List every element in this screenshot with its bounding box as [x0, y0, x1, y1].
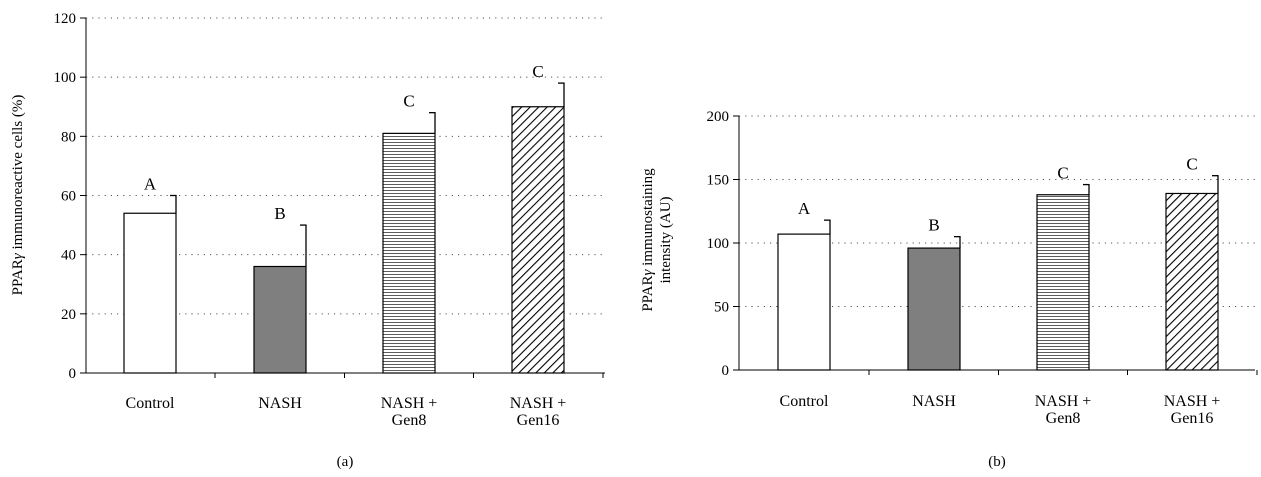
y-tick-label: 0: [722, 363, 730, 379]
y-axis-label-part: γ: [10, 252, 26, 259]
significance-label: C: [403, 92, 414, 111]
x-category-label: NASH +: [1164, 393, 1221, 410]
y-tick-label: 50: [714, 300, 729, 316]
y-tick-label: 100: [707, 236, 730, 252]
y-tick-label: 20: [61, 307, 76, 323]
x-category-label: NASH: [912, 393, 956, 410]
y-tick-label: 100: [54, 70, 77, 86]
y-tick-label: 120: [54, 11, 77, 27]
significance-label: C: [532, 62, 543, 81]
panel-label: (a): [337, 454, 354, 470]
y-tick-label: 150: [707, 173, 730, 189]
bar: [1036, 194, 1090, 371]
y-axis-label-part: intensity (AU): [658, 196, 674, 283]
y-axis-label-part: PPAR: [10, 259, 26, 295]
significance-label: A: [798, 199, 811, 218]
x-category-label: Gen16: [517, 412, 560, 429]
y-axis-label-part: immunostaining: [640, 168, 656, 270]
y-axis-label: PPARγ immunostaining intensity (AU): [640, 168, 674, 312]
significance-label: B: [928, 216, 939, 235]
y-axis-label-line: intensity (AU): [658, 196, 674, 283]
significance-label: B: [274, 204, 285, 223]
y-tick-label: 0: [69, 366, 77, 382]
x-category-label: Gen8: [1046, 410, 1081, 427]
y-axis-label-line: PPARγ immunoreactive cells (%): [10, 95, 26, 296]
x-category-label: Control: [126, 395, 175, 412]
x-category-label: Gen16: [1171, 410, 1214, 427]
y-tick-label: 200: [707, 109, 730, 125]
y-axis-label-part: PPAR: [640, 276, 656, 312]
y-axis-label-part: immunoreactive cells (%): [10, 95, 26, 254]
x-category-label: NASH +: [510, 395, 567, 412]
bar: [123, 212, 177, 374]
bar: [777, 233, 831, 371]
x-category-label: NASH +: [381, 395, 438, 412]
x-category-label: Gen8: [392, 412, 427, 429]
y-tick-label: 40: [61, 248, 76, 264]
significance-label: A: [144, 175, 157, 194]
significance-label: C: [1186, 155, 1197, 174]
bar: [382, 132, 436, 374]
y-axis-label-line: PPARγ immunostaining: [640, 168, 656, 312]
bar: [511, 106, 565, 374]
x-category-label: NASH: [258, 395, 302, 412]
y-axis-label: PPARγ immunoreactive cells (%): [10, 95, 26, 296]
x-category-label: Control: [780, 393, 829, 410]
bar: [1165, 192, 1219, 371]
significance-label: C: [1057, 164, 1068, 183]
panel-label: (b): [988, 454, 1006, 470]
bar: [253, 265, 307, 374]
y-tick-label: 60: [61, 189, 76, 205]
x-category-label: NASH +: [1035, 393, 1092, 410]
bar: [907, 247, 961, 371]
y-axis-label-part: γ: [640, 269, 656, 276]
y-tick-label: 80: [61, 129, 76, 145]
